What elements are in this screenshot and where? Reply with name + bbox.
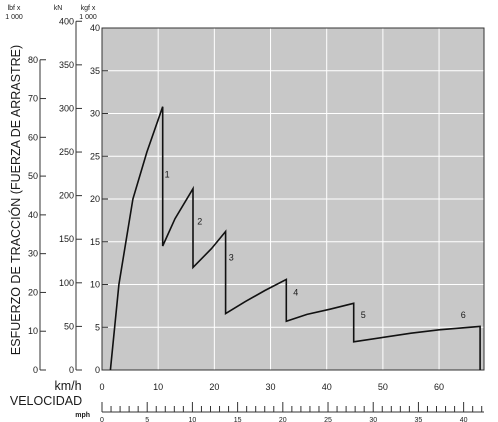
y-tick-label: 50: [28, 171, 38, 181]
x-tick-label-kmh: 10: [153, 382, 163, 392]
axes: 0102030405060708005010015020025030035040…: [28, 16, 485, 422]
x-tick-label-kmh: 50: [378, 382, 388, 392]
gear-label: 5: [361, 310, 366, 320]
y-tick-label: 50: [64, 321, 74, 331]
y-tick-label: 20: [90, 194, 100, 204]
y-tick-label: 35: [90, 66, 100, 76]
y-unit-lbf-line2: 1 000: [5, 14, 23, 21]
x-tick-label-mph: 15: [234, 417, 242, 422]
x-tick-label-mph: 25: [324, 417, 332, 422]
y-tick-label: 0: [69, 365, 74, 375]
x-axis-label: VELOCIDAD: [10, 394, 82, 408]
y-tick-label: 0: [95, 365, 100, 375]
gear-label: 1: [165, 170, 170, 180]
y-tick-label: 10: [28, 326, 38, 336]
gear-label: 2: [197, 217, 202, 227]
labels: 1 2 3 4 5 6: [165, 170, 466, 320]
gear-label: 6: [461, 310, 466, 320]
gear-label: 3: [229, 253, 234, 263]
y-tick-label: 0: [33, 365, 38, 375]
y-tick-label: 100: [59, 278, 74, 288]
x-tick-label-mph: 0: [100, 417, 104, 422]
series: [109, 106, 481, 371]
x-tick-label-mph: 30: [369, 417, 377, 422]
y-tick-label: 40: [28, 210, 38, 220]
y-tick-label: 300: [59, 103, 74, 113]
y-tick-label: 30: [28, 249, 38, 259]
y-tick-label: 70: [28, 94, 38, 104]
y-tick-label: 80: [28, 55, 38, 65]
y-unit-kgf-line1: kgf x: [81, 5, 96, 12]
y-tick-label: 150: [59, 234, 74, 244]
y-tick-label: 200: [59, 191, 74, 201]
x-tick-label-kmh: 0: [99, 382, 104, 392]
y-tick-label: 20: [28, 287, 38, 297]
traction-curve: [109, 106, 481, 371]
y-tick-label: 400: [59, 16, 74, 26]
x-tick-label-mph: 20: [279, 417, 287, 422]
y-unit-kgf-line2: 1 000: [79, 14, 97, 21]
y-tick-label: 250: [59, 147, 74, 157]
y-tick-label: 10: [90, 280, 100, 290]
y-tick-label: 25: [90, 151, 100, 161]
x-axis-unit-kmh: km/h: [54, 379, 81, 393]
y-tick-label: 30: [90, 109, 100, 119]
y-tick-label: 350: [59, 60, 74, 70]
x-tick-label-mph: 10: [189, 417, 197, 422]
x-tick-label-mph: 5: [145, 417, 149, 422]
y-tick-label: 15: [90, 237, 100, 247]
x-axis-unit-mph: mph: [75, 412, 90, 419]
y-tick-label: 60: [28, 132, 38, 142]
x-tick-label-kmh: 60: [434, 382, 444, 392]
y-tick-label: 5: [95, 322, 100, 332]
y-unit-kn-line1: kN: [54, 5, 63, 12]
y-axis-label: ESFUERZO DE TRACCIÓN (FUERZA DE ARRASTRE…: [8, 45, 23, 355]
gear-label: 4: [293, 288, 298, 298]
x-tick-label-kmh: 20: [209, 382, 219, 392]
x-tick-label-kmh: 40: [322, 382, 332, 392]
y-unit-lbf-line1: lbf x: [8, 5, 21, 12]
x-tick-label-mph: 40: [460, 417, 468, 422]
x-tick-label-mph: 35: [415, 417, 423, 422]
x-tick-label-kmh: 30: [266, 382, 276, 392]
y-tick-label: 40: [90, 23, 100, 33]
